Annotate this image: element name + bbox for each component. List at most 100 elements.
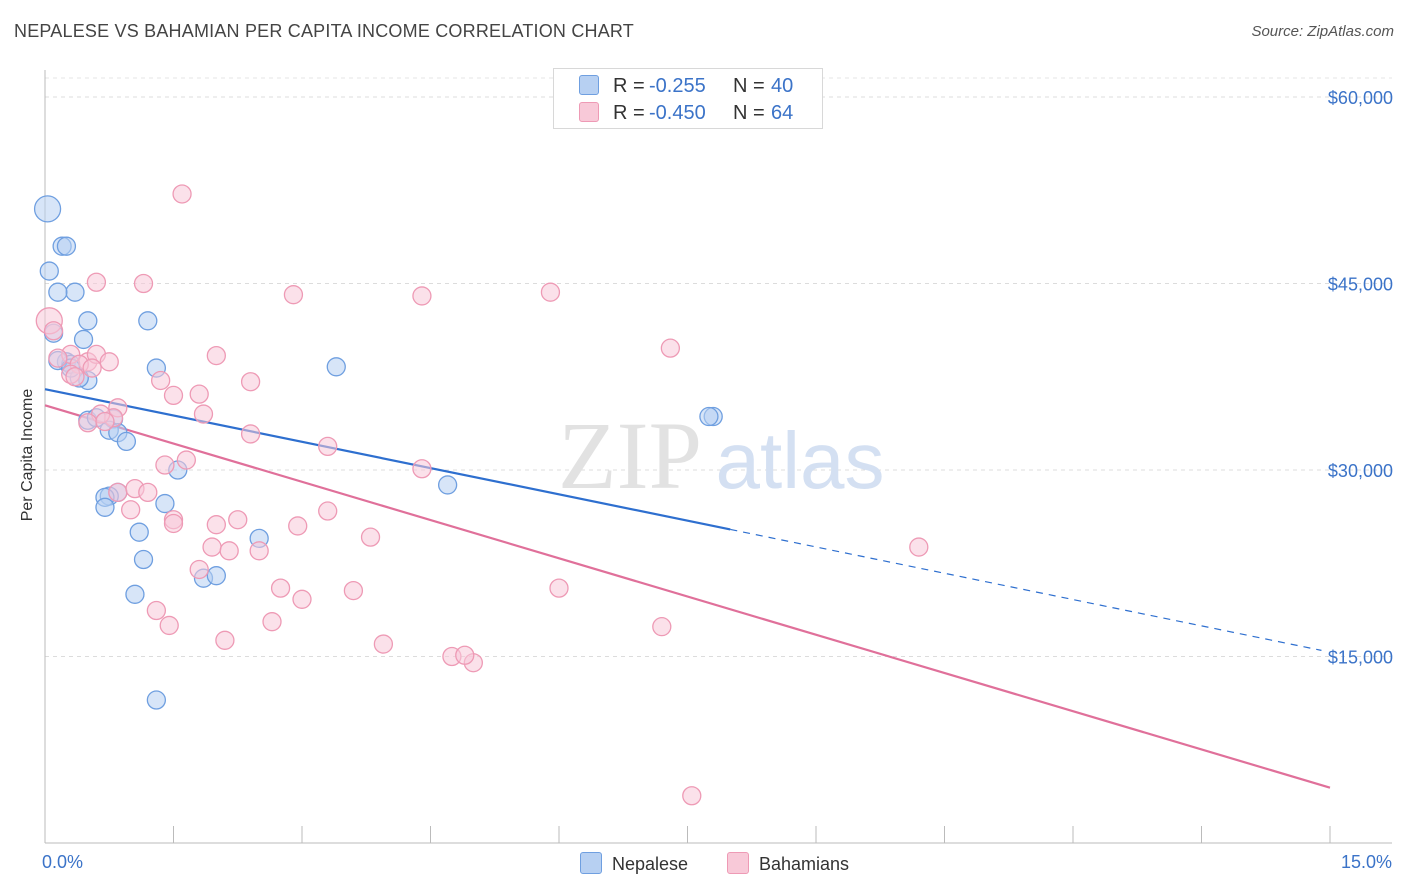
bahamians-point-55 <box>159 615 179 636</box>
bahamians-point-54 <box>262 612 282 632</box>
bahamians-point-16 <box>660 338 681 358</box>
nepalese-swatch <box>579 75 599 95</box>
bahamians-point-17 <box>206 345 226 366</box>
bahamians-point-45 <box>219 541 239 561</box>
nepalese-point-29 <box>95 497 115 517</box>
bahamians-point-28 <box>240 424 261 444</box>
n-label: N = <box>733 75 765 97</box>
bahamians-r-value: -0.450 <box>649 102 706 124</box>
bahamians-swatch <box>579 102 599 122</box>
y-tick-label-2: $45,000 <box>1328 275 1393 295</box>
r-label: R = <box>613 102 645 124</box>
data-points <box>33 184 929 806</box>
nepalese-point-31 <box>129 522 149 542</box>
bahamians-point-62 <box>682 786 702 806</box>
chart-title: NEPALESE VS BAHAMIAN PER CAPITA INCOME C… <box>14 21 634 41</box>
bahamians-point-58 <box>652 617 672 637</box>
bahamians-point-56 <box>215 630 235 650</box>
nepalese-point-23 <box>699 406 719 427</box>
bahamians-point-44 <box>202 537 222 557</box>
bahamians-point-13 <box>283 285 304 305</box>
watermark-atlas: atlas <box>716 416 885 505</box>
bahamians-point-19 <box>150 370 171 391</box>
bahamians-point-47 <box>909 537 929 557</box>
bahamians-point-31 <box>176 450 197 470</box>
nepalese-point-7 <box>138 311 158 331</box>
gridlines <box>45 77 1392 657</box>
bahamians-point-48 <box>189 559 209 580</box>
legend-nepalese[interactable]: Nepalese <box>580 852 688 875</box>
bahamians-point-14 <box>412 286 432 306</box>
bahamians-point-32 <box>412 459 432 479</box>
bahamians-point-50 <box>343 580 364 601</box>
bahamians-point-29 <box>318 436 338 457</box>
nepalese-point-5 <box>48 282 68 302</box>
trend-lines <box>44 388 1331 789</box>
bahamians-point-52 <box>292 589 312 609</box>
bahamians-n-value: 64 <box>771 102 794 124</box>
watermark: ZIP atlas <box>558 402 884 509</box>
bahamians-point-38 <box>228 510 248 530</box>
bahamians-point-41 <box>206 515 226 535</box>
bahamians-trend-line <box>44 404 1331 789</box>
legend-row-bahamians: R = -0.450 N = 64 <box>579 102 793 128</box>
x-tick-min: 0.0% <box>42 852 84 872</box>
bahamians-legend-label: Bahamians <box>759 854 850 874</box>
bahamians-point-25 <box>78 413 98 433</box>
bahamians-point-10 <box>172 184 192 204</box>
bahamians-point-15 <box>540 282 561 302</box>
bahamians-point-18 <box>240 372 261 392</box>
nepalese-trend-line <box>44 388 731 531</box>
bahamians-point-43 <box>360 527 381 547</box>
n-label: N = <box>733 102 765 124</box>
nepalese-r-value: -0.255 <box>649 75 706 97</box>
bahamians-point-33 <box>108 482 128 503</box>
y-axis-label: Per Capita Income <box>19 388 36 522</box>
bahamians-point-26 <box>95 411 115 432</box>
nepalese-legend-swatch <box>580 852 602 874</box>
bahamians-point-53 <box>146 600 167 621</box>
bahamians-point-11 <box>86 272 107 292</box>
source-label: Source: ZipAtlas.com <box>1251 23 1394 40</box>
bahamians-point-61 <box>455 645 475 665</box>
bahamians-point-37 <box>318 501 338 521</box>
nepalese-point-0 <box>33 195 62 223</box>
bahamians-point-42 <box>288 516 308 536</box>
bahamians-point-40 <box>163 513 184 534</box>
legend-row-nepalese: R = -0.255 N = 40 <box>579 75 793 101</box>
nepalese-point-15 <box>326 357 346 377</box>
nepalese-point-25 <box>437 475 458 495</box>
y-tick-label-1: $30,000 <box>1328 461 1393 481</box>
bahamians-point-9 <box>65 367 85 387</box>
y-tick-label-3: $60,000 <box>1328 88 1393 108</box>
bahamians-point-30 <box>155 455 175 475</box>
nepalese-point-1 <box>39 261 59 281</box>
stats-legend: R = -0.255 N = 40 R = -0.450 N = 64 <box>553 68 823 129</box>
bahamians-point-3 <box>48 348 68 368</box>
nepalese-point-3 <box>56 236 77 256</box>
bahamians-point-12 <box>133 273 154 294</box>
nepalese-point-36 <box>125 584 145 604</box>
legend-bahamians[interactable]: Bahamians <box>727 852 849 875</box>
nepalese-legend-label: Nepalese <box>612 854 689 874</box>
bahamians-point-51 <box>549 578 569 598</box>
nepalese-trend-extension <box>730 528 1322 651</box>
nepalese-point-30 <box>155 493 175 514</box>
bahamians-point-27 <box>193 404 214 424</box>
nepalese-point-33 <box>133 549 154 570</box>
nepalese-n-value: 40 <box>771 75 794 97</box>
x-tick-max: 15.0% <box>1340 852 1392 872</box>
bahamians-legend-swatch <box>727 852 749 874</box>
bahamians-point-21 <box>189 384 209 404</box>
bahamians-point-35 <box>138 482 158 503</box>
nepalese-point-6 <box>78 311 98 331</box>
nepalese-point-37 <box>146 690 167 710</box>
bahamians-point-46 <box>249 541 269 561</box>
watermark-zip: ZIP <box>558 402 702 509</box>
bahamians-point-63 <box>82 358 102 378</box>
nepalese-point-35 <box>206 566 226 586</box>
y-tick-labels: $15,000 $30,000 $45,000 $60,000 <box>1328 88 1393 668</box>
nepalese-point-4 <box>65 282 85 302</box>
nepalese-point-21 <box>116 431 137 452</box>
